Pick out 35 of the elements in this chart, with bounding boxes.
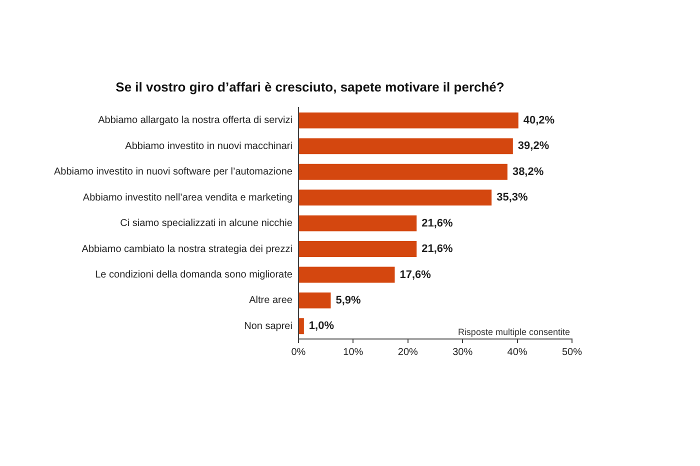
data-label: 1,0% [308,320,334,332]
data-label: 5,9% [336,294,362,306]
y-tick-label: Abbiamo cambiato la nostra strategia dei prezzi [82,244,292,255]
bar [298,318,304,334]
y-tick-label: Abbiamo investito in nuovi macchinari [125,140,292,152]
data-label: 21,6% [422,243,454,256]
x-tick-label: 10% [343,346,364,358]
y-tick-label: Ci siamo specializzati in alcune nicchie [120,218,293,230]
data-label: 35,3% [496,192,528,204]
x-tick-label: 20% [398,346,418,358]
chart-title: Se il vostro giro d’affari è cresciuto, sapete motivare il perché? [116,79,504,94]
bar [298,215,417,232]
bar [298,190,492,206]
bar [298,164,508,180]
y-tick-label: Altre aree [249,295,293,306]
bar [298,292,331,308]
data-label: 17,6% [400,268,432,281]
annotation: Risposte multiple consentite [458,326,570,337]
y-tick-label: Abbiamo investito in nuovi software per l’automazione [54,166,293,178]
y-tick-label: Non saprei [244,320,292,332]
y-tick-label: Le condizioni della domanda sono migliorate [95,269,293,280]
x-tick-label: 40% [507,346,528,358]
bar [298,112,518,128]
data-label: 21,6% [422,217,454,230]
y-tick-label: Abbiamo allargato la nostra offerta di servizi [98,115,292,126]
bar [298,138,513,154]
x-tick-label: 0% [291,346,306,358]
x-tick-label: 30% [452,346,473,358]
x-tick-label: 50% [562,346,582,358]
data-label: 40,2% [523,114,555,126]
bar [298,266,395,283]
y-tick-label: Abbiamo investito nell’area vendita e marketing [82,192,292,204]
data-label: 38,2% [512,166,544,178]
data-label: 39,2% [518,140,550,152]
bar [298,241,417,257]
